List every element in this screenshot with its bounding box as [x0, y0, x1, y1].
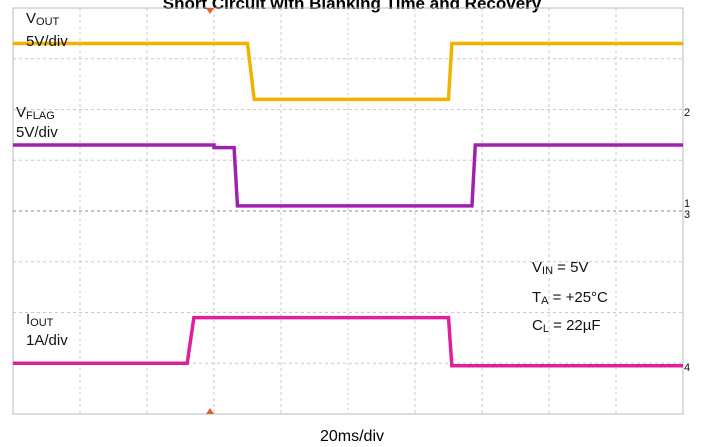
iout-label: IOUT [26, 311, 54, 329]
traces [13, 41, 683, 368]
condition-ta: TA = +25°C [532, 289, 608, 307]
trigger-marker-top [206, 8, 214, 14]
iout-trace [13, 315, 683, 368]
trigger-marker-bottom [206, 408, 214, 414]
vflag-scale: 5V/div [16, 124, 58, 141]
vout-trace [13, 41, 683, 102]
grid [13, 8, 683, 414]
vflag-trace [13, 143, 683, 208]
iout-scale: 1A/div [26, 332, 68, 349]
condition-cl: CL = 22µF [532, 317, 601, 335]
vout-label: VOUT [26, 10, 60, 28]
vout-scale: 5V/div [26, 33, 68, 50]
channel-marker-4: 4 [684, 362, 690, 374]
channel-marker-2: 2 [684, 107, 690, 119]
chart-title: Short Circuit with Blanking Time and Rec… [163, 0, 542, 13]
x-axis-label: 20ms/div [320, 428, 384, 445]
channel-marker-1: 1 [684, 198, 690, 210]
condition-vin: VIN = 5V [532, 259, 588, 277]
channel-marker-3: 3 [684, 209, 690, 221]
vflag-label: VFLAG [16, 104, 55, 122]
